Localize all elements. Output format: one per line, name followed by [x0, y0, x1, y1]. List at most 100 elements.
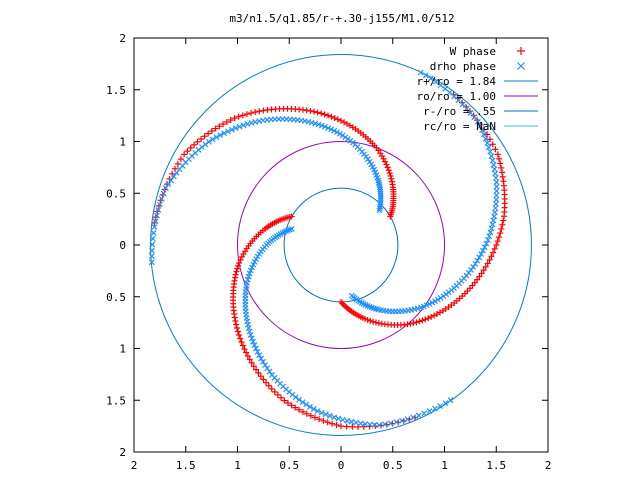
legend-label: W phase [450, 45, 496, 58]
cross-marker-b [244, 121, 251, 127]
cross-marker-b [228, 126, 235, 133]
cross-marker-b [251, 342, 258, 349]
cross-marker-b [149, 235, 156, 242]
cross-marker-b [277, 380, 284, 387]
cross-marker-b [375, 177, 382, 184]
cross-marker-b [149, 247, 155, 254]
cross-marker-b [377, 197, 384, 204]
cross-marker-b [487, 148, 494, 155]
legend-item-2: r+/ro = 1.84 [417, 75, 538, 88]
cross-marker-b [376, 184, 383, 191]
series-0-arm-1 [230, 213, 419, 430]
cross-marker-b [221, 130, 228, 137]
cross-marker-b [366, 421, 373, 428]
cross-marker-b [410, 414, 417, 421]
cross-marker-b [437, 82, 444, 89]
x-tick-label: 2 [131, 459, 138, 472]
cross-marker-b [318, 122, 325, 129]
cross-marker-b [256, 118, 263, 125]
cross-marker-b [376, 182, 383, 188]
cross-marker-b [149, 241, 156, 248]
cross-marker-b [486, 233, 493, 240]
cross-marker-b [205, 138, 212, 145]
cross-marker-b [266, 368, 273, 375]
cross-marker-b [377, 199, 384, 206]
cross-marker-b [493, 192, 500, 199]
legend: W phase drho phase r+/ro = 1.84 ro/ro = 1.0… [417, 45, 538, 133]
cross-marker-b [471, 114, 478, 121]
cross-marker-b [162, 185, 169, 191]
cross-marker-b [299, 399, 306, 406]
cross-marker-b [325, 125, 332, 131]
legend-item-5: rc/ro = NaN [423, 120, 538, 133]
cross-marker-b [432, 405, 438, 412]
cross-marker-b [377, 188, 384, 195]
cross-marker-b [399, 417, 405, 424]
cross-marker-b [268, 116, 274, 123]
x-tick-label: 0.5 [279, 459, 299, 472]
cross-marker-b [371, 166, 377, 173]
cross-marker-b [493, 188, 500, 194]
cross-marker-b [429, 299, 436, 306]
legend-label: drho phase [430, 60, 496, 73]
cross-marker-b [271, 374, 278, 381]
chart-title: m3/n1.5/q1.85/r-+.30-j155/M1.0/512 [229, 12, 454, 25]
cross-marker-b [415, 412, 422, 419]
cross-marker-b [248, 335, 255, 342]
cross-marker-b [481, 131, 487, 138]
cross-marker-b [152, 218, 159, 225]
cross-marker-b [377, 186, 384, 193]
cross-marker-b [492, 200, 499, 207]
cross-marker-b [463, 105, 470, 112]
cross-marker-b [254, 348, 261, 355]
x-tick-label: 0.5 [383, 459, 403, 472]
legend-item-0: W phase [450, 45, 525, 58]
cross-marker-b [447, 397, 454, 404]
cross-marker-b [296, 396, 303, 403]
cross-marker-b [245, 325, 252, 332]
cross-marker-b [374, 174, 381, 181]
y-tick-label: 2 [119, 446, 126, 459]
cross-marker-b [368, 161, 375, 168]
cross-marker-b [375, 179, 382, 186]
cross-marker-b [368, 304, 375, 311]
cross-marker-b [264, 365, 271, 372]
cross-marker-b [264, 116, 271, 123]
cross-marker-b [335, 415, 342, 422]
cross-marker-b [426, 408, 433, 415]
cross-marker-b [477, 123, 483, 129]
x-axis-tick-labels: 2 1.5 1 0.5 0 0.5 1 1.5 2 [131, 459, 552, 472]
cross-marker-b [489, 221, 496, 228]
cross-marker-b [481, 244, 488, 251]
cross-marker-b [490, 217, 497, 224]
cross-marker-b [339, 132, 346, 139]
cross-marker-b [280, 383, 286, 390]
legend-label: rc/ro = NaN [423, 120, 496, 133]
x-tick-label: 1.5 [176, 459, 196, 472]
cross-marker-b [232, 125, 239, 132]
series-0-arm-2 [338, 91, 508, 328]
cross-marker-b [492, 170, 499, 177]
series-1-arm-0 [148, 116, 384, 266]
y-axis-tick-labels: 2 1.5 1 0.5 0 0.5 1 1.5 2 [106, 32, 126, 459]
cross-marker-b [357, 420, 364, 427]
cross-marker-b [432, 298, 438, 305]
y-tick-label: 2 [119, 32, 126, 45]
cross-marker-b [256, 352, 263, 359]
cross-marker-b [483, 240, 490, 247]
cross-marker-b [442, 85, 449, 92]
cross-marker-b [478, 251, 485, 258]
y-tick-label: 0.5 [106, 291, 126, 304]
cross-marker-b [370, 305, 377, 312]
cross-marker-b [157, 201, 163, 208]
cross-marker-b [318, 409, 325, 416]
cross-marker-b [322, 411, 329, 418]
cross-marker-b [258, 355, 265, 362]
cross-marker-b [334, 129, 340, 136]
cross-marker-b [372, 169, 379, 176]
cross-marker-b [158, 195, 165, 202]
cross-marker-b [437, 295, 444, 301]
y-tick-label: 1 [119, 136, 126, 149]
legend-label: ro/ro = 1.00 [417, 90, 496, 103]
cross-marker-b [331, 127, 338, 134]
